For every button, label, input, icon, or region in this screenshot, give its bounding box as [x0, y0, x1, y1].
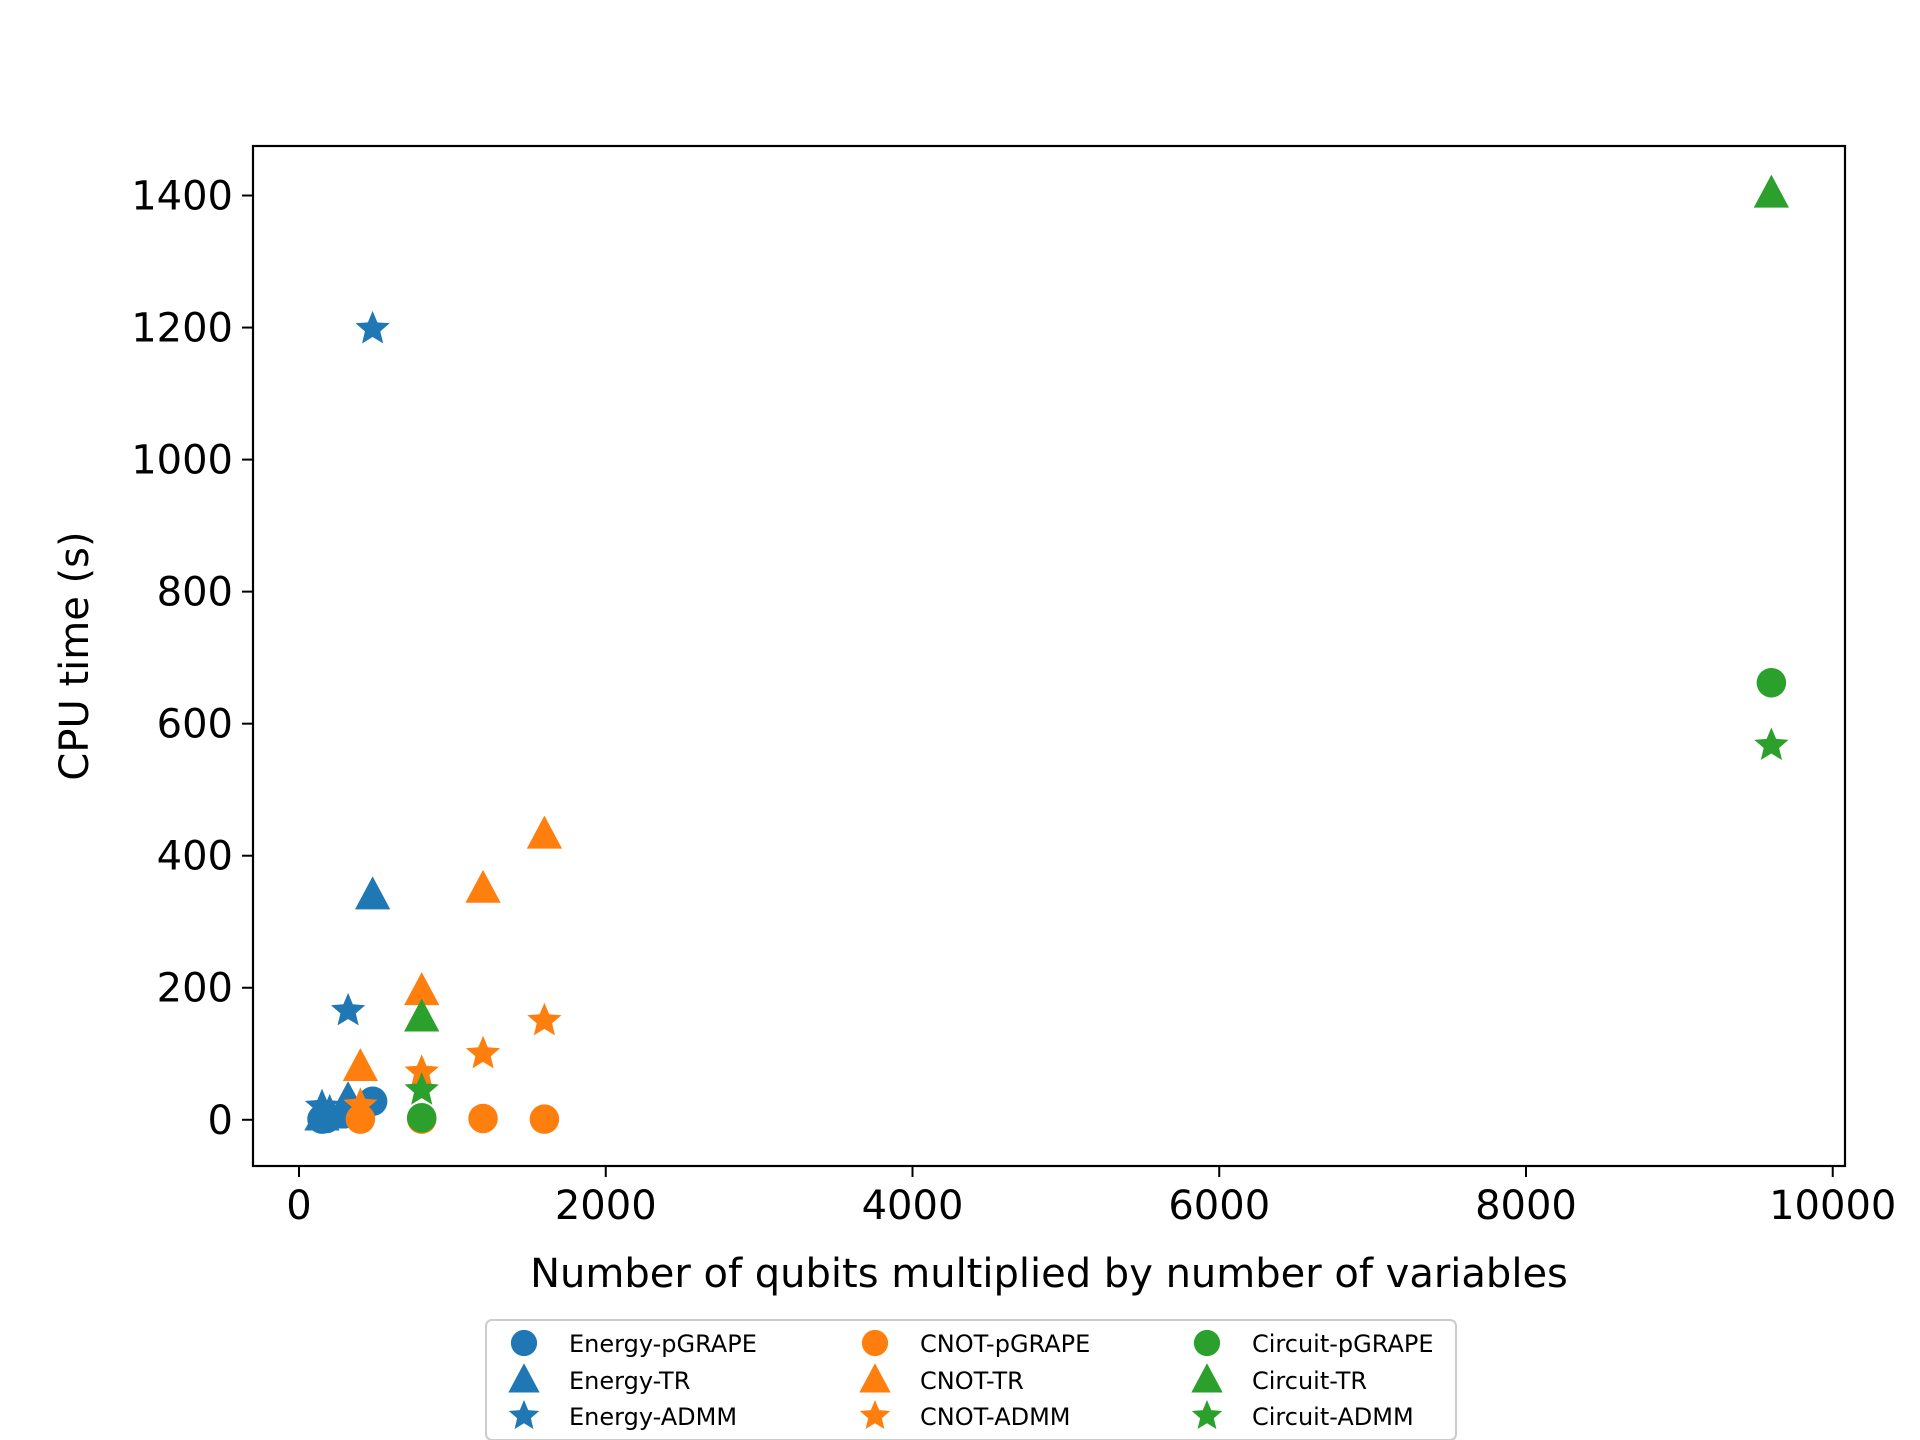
series-cnot-admm	[343, 1002, 562, 1120]
legend-marker	[859, 1400, 891, 1429]
x-tick-label: 0	[286, 1183, 311, 1229]
legend-label: CNOT-TR	[920, 1367, 1024, 1395]
series-circuit-pgrape	[406, 667, 1787, 1133]
legend-marker	[861, 1329, 889, 1357]
y-axis-label: CPU time (s)	[52, 531, 98, 780]
data-point	[468, 1103, 498, 1134]
series-energy-admm	[304, 310, 390, 1127]
data-point	[404, 1072, 439, 1105]
legend-marker	[859, 1363, 891, 1393]
legend-marker	[1193, 1329, 1221, 1357]
legend-label: Energy-TR	[569, 1367, 690, 1395]
y-tick-label: 800	[157, 570, 233, 616]
data-point	[1754, 727, 1789, 761]
x-axis-label: Number of qubits multiplied by number of…	[530, 1251, 1568, 1297]
y-axis-ticks: 0 200 400 600 800 1000 1200 1400	[131, 174, 253, 1144]
x-tick-label: 4000	[862, 1183, 964, 1229]
legend-marker	[510, 1329, 538, 1357]
y-tick-label: 1000	[131, 438, 233, 484]
legend-label: Circuit-pGRAPE	[1252, 1330, 1434, 1358]
data-point	[342, 1048, 379, 1082]
legend-label: CNOT-ADMM	[920, 1403, 1071, 1431]
data-point	[465, 1035, 501, 1069]
x-tick-label: 2000	[555, 1183, 657, 1229]
data-point	[404, 972, 440, 1006]
legend-marker	[1191, 1400, 1223, 1429]
x-tick-label: 6000	[1168, 1183, 1270, 1229]
y-tick-label: 200	[157, 966, 233, 1012]
data-point	[465, 869, 501, 903]
data-markers	[304, 174, 1790, 1134]
series-cnot-tr	[342, 815, 563, 1082]
data-point	[527, 1002, 562, 1036]
legend-label: CNOT-pGRAPE	[920, 1330, 1090, 1358]
y-tick-label: 0	[208, 1098, 233, 1144]
data-point	[1756, 667, 1787, 698]
y-tick-label: 600	[157, 702, 233, 748]
x-tick-label: 10000	[1769, 1183, 1896, 1229]
legend-marker	[508, 1363, 540, 1393]
legend-marker	[508, 1400, 540, 1429]
data-point	[355, 310, 390, 344]
plot-area-frame	[251, 144, 1847, 1168]
series-circuit-admm	[404, 727, 1789, 1105]
legend-marker	[1191, 1363, 1223, 1393]
legend-label: Energy-pGRAPE	[569, 1330, 757, 1358]
data-point	[330, 992, 366, 1026]
legend: Energy-pGRAPE Energy-TR Energy-ADMM CNOT-pG…	[485, 1319, 1457, 1440]
data-point	[1753, 174, 1790, 208]
data-point	[526, 815, 563, 849]
x-tick-label: 8000	[1475, 1183, 1577, 1229]
data-point	[404, 1054, 439, 1087]
data-point	[404, 998, 440, 1032]
data-point	[312, 1093, 347, 1127]
legend-label: Energy-ADMM	[569, 1403, 737, 1431]
data-point	[343, 1087, 378, 1120]
y-tick-label: 400	[157, 834, 233, 880]
data-point	[529, 1104, 560, 1134]
series-circuit-tr	[404, 174, 1790, 1032]
y-tick-label: 1200	[131, 306, 233, 352]
x-axis-ticks: 0 2000 4000 6000 8000 10000	[286, 1166, 1896, 1229]
y-tick-label: 1400	[131, 174, 233, 220]
legend-label: Circuit-TR	[1252, 1367, 1367, 1395]
legend-label: Circuit-ADMM	[1252, 1403, 1414, 1431]
data-point	[354, 876, 391, 910]
data-point	[406, 1103, 437, 1133]
